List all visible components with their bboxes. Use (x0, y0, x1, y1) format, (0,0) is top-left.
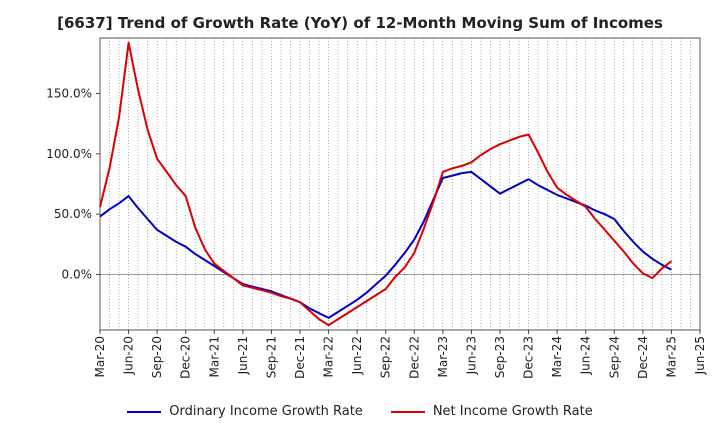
series-layer (99, 41, 673, 327)
x-tick-label: Dec-21 (293, 336, 307, 379)
legend-item-net: Net Income Growth Rate (390, 404, 593, 419)
legend-swatch-net (390, 410, 425, 413)
x-tick-label: Mar-25 (664, 336, 678, 377)
legend-label-ordinary: Ordinary Income Growth Rate (169, 404, 363, 419)
x-tick-label: Sep-20 (150, 336, 164, 378)
legend-item-ordinary: Ordinary Income Growth Rate (127, 404, 363, 419)
x-tick-label: Dec-20 (179, 336, 193, 379)
x-tick-label: Jun-21 (236, 336, 250, 375)
x-tick-label: Sep-24 (607, 336, 621, 378)
y-tick-label: 100.0% (46, 147, 92, 161)
x-tick-label: Jun-24 (579, 336, 593, 375)
x-tick-label: Sep-22 (379, 336, 393, 378)
x-tick-label: Dec-22 (407, 336, 421, 379)
chart-title: [6637] Trend of Growth Rate (YoY) of 12-… (57, 14, 663, 32)
y-tick-label: 50.0% (54, 207, 92, 221)
legend-label-net: Net Income Growth Rate (432, 404, 593, 419)
plot-frame (99, 37, 701, 331)
y-tick-label: 0.0% (62, 267, 93, 281)
x-tick-label: Dec-23 (522, 336, 536, 379)
x-tick-label: Sep-21 (264, 336, 278, 378)
tick-label-layer: 0.0% 50.0% 100.0% 150.0% Mar-20 Jun-20 Sep-20 D… (46, 87, 707, 379)
x-tick-label: Mar-24 (550, 336, 564, 377)
x-tick-label: Jun-22 (350, 336, 364, 375)
y-tick-label: 150.0% (46, 87, 92, 101)
axis-layer (96, 37, 701, 334)
x-tick-label: Jun-25 (693, 336, 707, 375)
x-tick-label: Jun-20 (122, 336, 136, 375)
x-tick-label: Mar-21 (207, 336, 221, 377)
legend: Ordinary Income Growth Rate Net Income G… (0, 404, 720, 419)
x-tick-label: Sep-23 (493, 336, 507, 378)
x-tick-label: Mar-20 (93, 336, 107, 377)
series-line-ordinary-income (99, 170, 672, 319)
x-tick-label: Dec-24 (636, 336, 650, 379)
x-tick-label: Mar-22 (322, 336, 336, 377)
series-line-net-income (99, 41, 673, 327)
x-tick-label: Jun-23 (464, 336, 478, 375)
legend-swatch-ordinary (127, 410, 162, 413)
grid-layer (99, 38, 701, 330)
x-tick-label: Mar-23 (436, 336, 450, 377)
